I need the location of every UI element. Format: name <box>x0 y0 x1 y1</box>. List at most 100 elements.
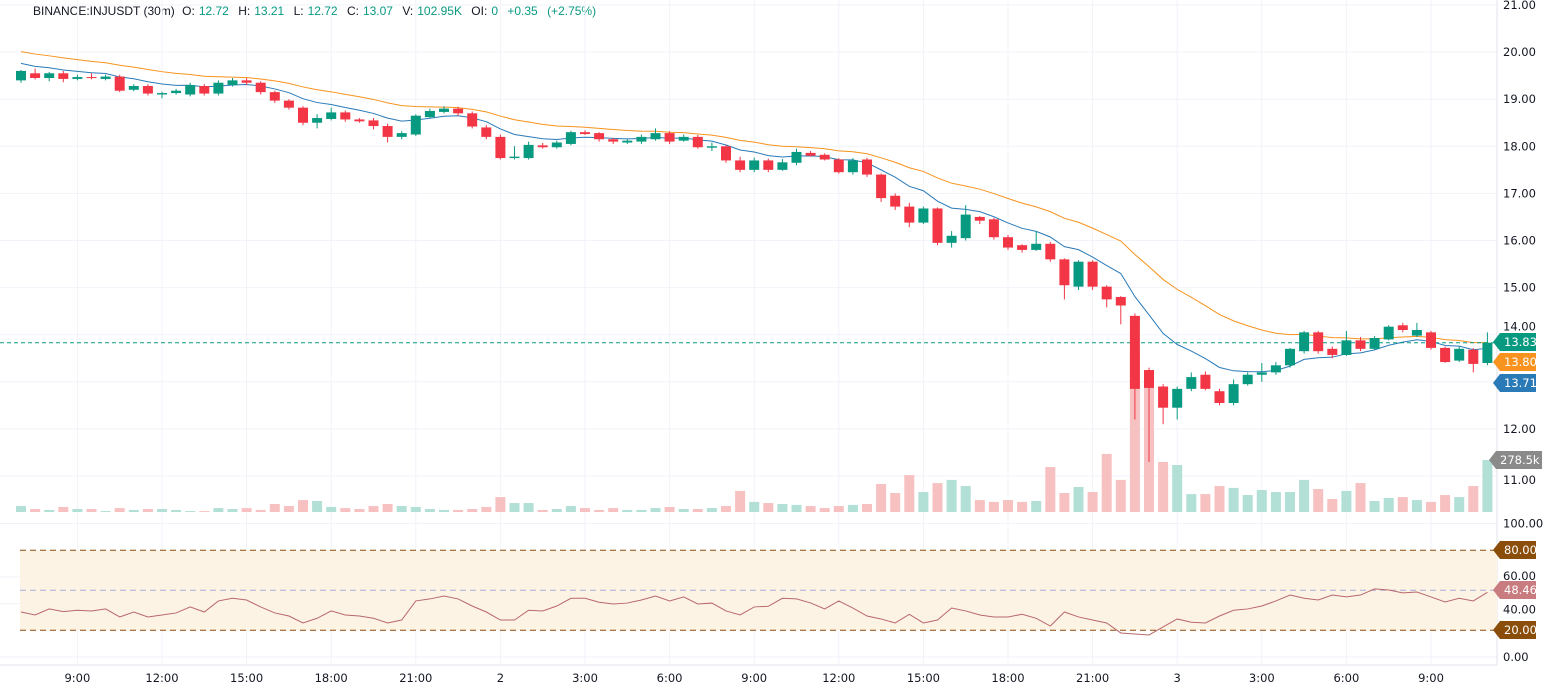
candle-down <box>495 136 506 159</box>
candle-up <box>777 162 788 170</box>
time-axis[interactable]: 9:00 12:00 15:00 18:00 21:00 2 3:00 6:00 9:00 12:… <box>64 671 1443 685</box>
candle-up <box>171 90 182 94</box>
candle-up <box>946 235 957 243</box>
volume-bar <box>904 475 915 512</box>
volume-bar <box>523 503 534 512</box>
price-axis-label: 18.00 <box>1503 139 1536 153</box>
time-axis-label: 12:00 <box>822 671 855 685</box>
volume-bar <box>128 509 139 512</box>
candle-up <box>424 110 435 118</box>
volume-bar <box>1073 487 1084 512</box>
volume-bar <box>735 490 746 512</box>
volume-bar <box>1256 489 1267 512</box>
volume-bar <box>890 492 901 512</box>
volume-bar <box>1411 500 1422 512</box>
candle-up <box>1228 384 1239 403</box>
candle-down <box>481 127 492 137</box>
volume-bar <box>16 506 26 512</box>
time-axis-label: 9:00 <box>1418 671 1444 685</box>
candle-up <box>157 93 167 95</box>
oi-value: 0 <box>491 4 498 18</box>
volume-bar <box>467 509 478 512</box>
candle-down <box>1355 340 1366 349</box>
candle-up <box>16 70 26 81</box>
volume-bar <box>763 503 774 512</box>
price-axis[interactable]: 21.00 20.00 19.00 18.00 17.00 16.00 15.00 14.00… <box>1503 0 1543 664</box>
volume-bar <box>298 500 308 512</box>
rsi-lower-tag-bg <box>1493 621 1536 639</box>
volume-bar <box>1440 495 1451 512</box>
time-axis-label: 15:00 <box>907 671 940 685</box>
volume-bar <box>833 506 844 512</box>
ma-fast-tag: 13.71 <box>1504 376 1537 390</box>
candle-down <box>692 136 703 148</box>
time-axis-label: 15:00 <box>230 671 263 685</box>
change-percent: (+2.75%) <box>547 4 597 18</box>
volume-bar <box>537 509 548 512</box>
candle-down <box>255 82 266 93</box>
volume-bar <box>1214 486 1225 512</box>
volume-bar <box>1158 462 1169 512</box>
candle-down <box>30 73 41 79</box>
volume-bar <box>664 506 675 512</box>
volume-bar <box>509 503 520 512</box>
candle-down <box>974 216 985 221</box>
volume-bar <box>326 506 337 512</box>
candles <box>16 68 1493 462</box>
candle-up <box>1482 342 1493 363</box>
volume-bar <box>1482 460 1493 512</box>
candle-down <box>876 174 887 199</box>
candle-down <box>368 120 379 127</box>
candle-up <box>565 132 576 144</box>
candle-down <box>819 154 830 160</box>
price-axis-label: 14.00 <box>1503 320 1536 334</box>
high-value: 13.21 <box>254 4 285 18</box>
candle-up <box>509 156 520 159</box>
volume-bar <box>1285 492 1295 512</box>
candle-down <box>453 108 464 114</box>
candle-up <box>439 108 449 112</box>
rsi-axis-label: 60.00 <box>1503 569 1536 583</box>
volume-bar <box>312 500 323 512</box>
oi-label: OI: <box>471 4 488 18</box>
volume-bar <box>142 509 153 512</box>
candle-down <box>1115 297 1126 306</box>
time-axis-label: 3 <box>1174 671 1181 685</box>
rsi-value-tag-bg <box>1493 581 1536 599</box>
volume-bar <box>424 509 435 512</box>
candle-down <box>1144 370 1154 388</box>
candle-up <box>312 118 323 123</box>
candle-down <box>58 73 69 79</box>
volume-bar <box>439 509 449 512</box>
close-value: 13.07 <box>362 4 393 18</box>
candle-down <box>298 107 308 123</box>
candle-down <box>1003 237 1013 248</box>
volume-bar <box>932 483 943 512</box>
volume-bar <box>650 508 661 512</box>
rsi-value-tag: 48.46 <box>1504 583 1537 597</box>
volume-bar <box>114 508 125 512</box>
volume-bar <box>185 511 196 512</box>
volume-tag: 278.5k <box>1500 453 1540 467</box>
volume-bar <box>551 509 562 512</box>
candle-up <box>185 85 196 95</box>
volume-bar <box>255 509 266 512</box>
candle-up <box>1411 329 1422 336</box>
price-axis-label: 11.00 <box>1503 473 1536 487</box>
candle-down <box>199 86 210 94</box>
candle-down <box>467 113 478 127</box>
volume-bar <box>1186 494 1197 512</box>
volume-bar <box>30 509 41 512</box>
volume-bar <box>946 479 957 512</box>
candle-up <box>1256 372 1267 375</box>
volume-bar <box>1313 489 1324 512</box>
rsi-lower-tag: 20.00 <box>1504 623 1537 637</box>
symbol-label: BINANCE:INJUSDT (30m) <box>33 4 175 18</box>
candle-up <box>622 140 633 143</box>
volume-bar <box>72 509 83 512</box>
volume-bar <box>721 506 731 512</box>
candle-down <box>1087 261 1098 287</box>
change-value: +0.35 <box>507 4 538 18</box>
volume-bar <box>678 509 689 512</box>
